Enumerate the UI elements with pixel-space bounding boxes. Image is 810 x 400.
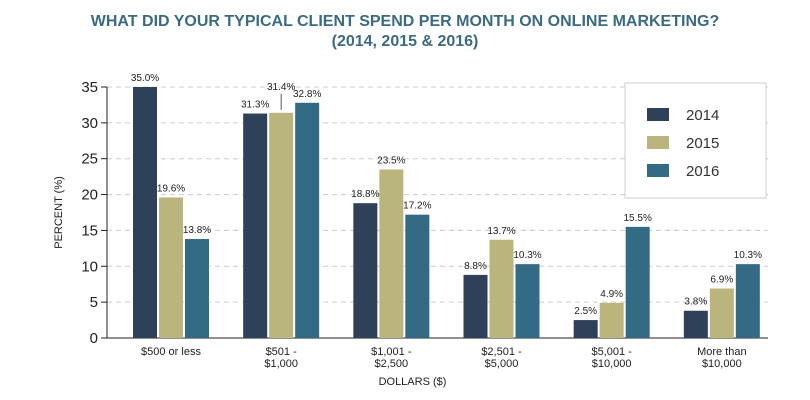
bar-2015	[379, 169, 404, 338]
bar-2014	[353, 203, 378, 338]
bar-2014	[463, 274, 488, 338]
x-tick-label: More than	[697, 346, 747, 358]
x-axis-title: DOLLARS ($)	[379, 376, 447, 388]
x-tick-label: $10,000	[702, 358, 742, 370]
data-label: 31.4%	[267, 82, 295, 93]
bar-2015	[599, 302, 624, 338]
data-label: 31.3%	[241, 100, 269, 111]
y-tick-label: 35	[81, 79, 98, 96]
x-tick-label: $2,501 -	[481, 346, 522, 358]
y-tick-label: 0	[90, 330, 98, 347]
x-tick-label: $501 -	[266, 346, 298, 358]
bar-2014	[683, 310, 708, 338]
data-label: 6.9%	[710, 275, 733, 286]
legend-swatch-2014	[647, 108, 669, 121]
legend-swatch-2016	[647, 164, 669, 177]
legend-swatch-2015	[647, 136, 669, 149]
y-tick-label: 10	[81, 258, 98, 275]
bar-2014	[573, 320, 598, 338]
x-tick-label: $1,001 -	[371, 346, 412, 358]
y-tick-label: 5	[90, 294, 98, 311]
bar-2016	[625, 226, 650, 338]
legend-label-2016: 2016	[686, 163, 719, 180]
chart-title: WHAT DID YOUR TYPICAL CLIENT SPEND PER M…	[90, 13, 720, 30]
x-tick-label: $2,500	[375, 358, 409, 370]
x-tick-label: $10,000	[592, 358, 632, 370]
y-tick-label: 15	[81, 222, 98, 239]
bar-2015	[269, 112, 294, 339]
data-label: 32.8%	[293, 89, 321, 100]
legend-label-2015: 2015	[686, 135, 719, 152]
data-label: 3.8%	[684, 297, 707, 308]
data-label: 10.3%	[734, 250, 762, 261]
legend-label-2014: 2014	[686, 107, 719, 124]
data-label: 19.6%	[157, 183, 185, 194]
data-label: 13.7%	[487, 226, 515, 237]
bar-2014	[243, 113, 268, 338]
bar-2016	[295, 102, 320, 338]
chart-subtitle: (2014, 2015 & 2016)	[331, 33, 479, 50]
y-axis-title: PERCENT (%)	[53, 176, 65, 249]
data-label: 13.8%	[183, 225, 211, 236]
data-label: 4.9%	[600, 289, 623, 300]
y-tick-label: 30	[81, 115, 98, 132]
x-tick-label: $1,000	[264, 358, 298, 370]
y-tick-label: 25	[81, 151, 98, 168]
data-label: 18.8%	[351, 189, 379, 200]
y-tick-label: 20	[81, 187, 98, 204]
data-label: 15.5%	[623, 213, 651, 224]
x-tick-label: $500 or less	[141, 346, 201, 358]
chart-title-block: WHAT DID YOUR TYPICAL CLIENT SPEND PER M…	[0, 12, 810, 52]
x-tick-label: $5,000	[485, 358, 519, 370]
data-label: 17.2%	[403, 201, 431, 212]
bar-2014	[133, 87, 157, 338]
bar-2016	[185, 239, 209, 338]
data-label: 10.3%	[513, 250, 541, 261]
bar-2016	[515, 264, 540, 338]
bar-2015	[709, 288, 734, 338]
x-tick-label: $5,001 -	[591, 346, 632, 358]
data-label: 35.0%	[131, 73, 159, 84]
data-label: 23.5%	[377, 155, 405, 166]
data-label: 2.5%	[574, 306, 597, 317]
bar-2016	[405, 214, 430, 338]
bar-2015	[159, 197, 183, 338]
bar-2015	[489, 239, 514, 338]
bar-2016	[735, 264, 760, 338]
data-label: 8.8%	[464, 261, 487, 272]
